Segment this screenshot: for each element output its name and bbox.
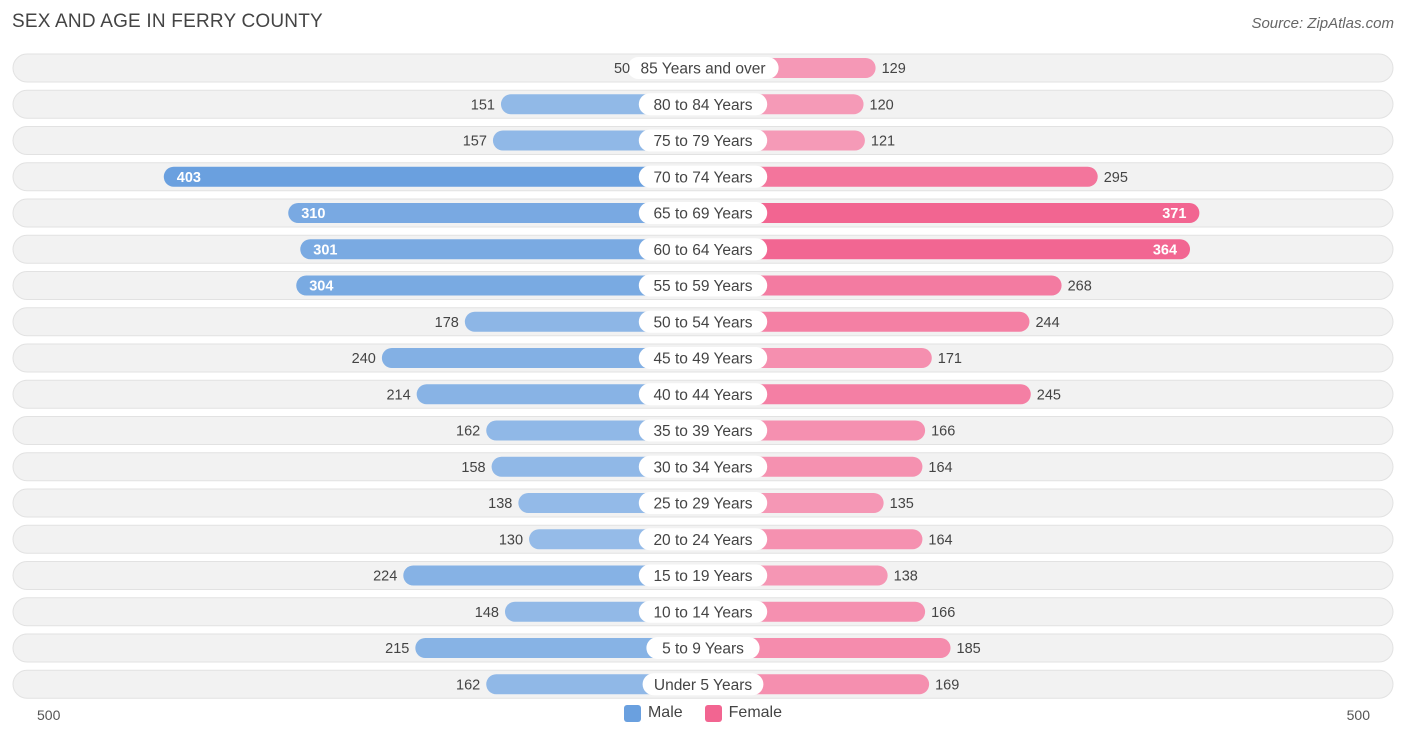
male-value-label: 310 — [301, 206, 325, 222]
female-bar — [703, 239, 1191, 260]
category-label-bg — [638, 202, 768, 224]
category-label-bg — [638, 310, 768, 333]
male-value-label: 178 — [435, 315, 459, 331]
legend-item-female[interactable]: Female — [704, 704, 783, 722]
male-bar — [300, 239, 703, 260]
male-value-label: 158 — [461, 460, 485, 476]
female-value-label: 245 — [1037, 387, 1061, 403]
male-value-label: 151 — [471, 97, 495, 113]
legend: Male Female — [0, 704, 1406, 722]
category-label: 70 to 74 Years — [653, 169, 752, 186]
category-label: 60 to 64 Years — [653, 242, 752, 259]
male-value-label: 304 — [309, 279, 333, 295]
category-label: 25 to 29 Years — [653, 496, 752, 513]
male-value-label: 301 — [313, 242, 337, 258]
male-value-label: 138 — [488, 496, 512, 512]
female-value-label: 295 — [1104, 170, 1128, 186]
female-value-label: 171 — [938, 351, 962, 367]
female-value-label: 185 — [957, 641, 981, 657]
category-label-bg — [638, 165, 768, 188]
category-label: 45 to 49 Years — [653, 351, 752, 368]
female-value-label: 166 — [931, 424, 955, 440]
legend-label-male: Male — [647, 704, 683, 721]
male-bar — [416, 384, 703, 405]
category-label-bg — [638, 238, 768, 261]
female-value-label: 138 — [894, 569, 918, 585]
male-value-label: 162 — [456, 677, 480, 693]
male-bar — [381, 348, 703, 368]
female-bar — [703, 275, 1062, 296]
category-label: 80 to 84 Years — [653, 97, 752, 114]
male-value-label: 403 — [177, 170, 201, 186]
category-label-bg — [638, 528, 768, 551]
category-label-bg — [638, 129, 768, 152]
male-bar — [296, 275, 703, 296]
female-bar — [703, 311, 1030, 332]
male-value-label: 224 — [373, 569, 397, 585]
female-bar — [703, 166, 1098, 187]
male-bar — [403, 565, 703, 586]
category-label-bg — [638, 347, 768, 369]
female-value-label: 244 — [1035, 315, 1059, 331]
female-bar — [703, 638, 951, 658]
female-value-label: 164 — [928, 532, 952, 548]
female-value-label: 268 — [1068, 279, 1092, 295]
category-label-bg — [638, 455, 768, 478]
population-pyramid-chart: 85 Years and over 50 129 80 to 84 Years 151 1… — [12, 53, 1394, 699]
female-value-label: 135 — [890, 496, 914, 512]
legend-swatch-male — [623, 704, 641, 722]
category-label: 65 to 69 Years — [653, 206, 752, 223]
category-label-bg — [642, 673, 764, 696]
male-value-label: 215 — [385, 641, 409, 657]
category-label-bg — [646, 637, 760, 659]
male-bar — [288, 203, 703, 223]
female-value-label: 364 — [1153, 242, 1177, 258]
female-value-label: 120 — [870, 97, 894, 113]
male-value-label: 148 — [475, 605, 499, 621]
male-value-label: 157 — [463, 134, 487, 150]
male-value-label: 214 — [386, 387, 410, 403]
axis-label-right: 500 — [1346, 707, 1370, 723]
chart-title: SEX AND AGE IN FERRY COUNTY — [12, 11, 323, 32]
category-label: 55 to 59 Years — [653, 278, 752, 295]
female-value-label: 164 — [928, 460, 952, 476]
female-bar — [703, 203, 1200, 223]
female-value-label: 371 — [1162, 206, 1186, 222]
category-label: 5 to 9 Years — [662, 641, 744, 658]
category-label: 50 to 54 Years — [653, 314, 752, 331]
male-bar — [163, 166, 703, 187]
category-label-bg — [638, 274, 768, 297]
female-value-label: 169 — [935, 677, 959, 693]
male-value-label: 130 — [499, 532, 523, 548]
category-label: 20 to 24 Years — [653, 532, 752, 549]
source-note: Source: ZipAtlas.com — [1251, 15, 1394, 32]
category-label: 30 to 34 Years — [653, 459, 752, 476]
category-label-bg — [638, 564, 768, 587]
female-value-label: 121 — [871, 134, 895, 150]
male-value-label: 240 — [352, 351, 376, 367]
category-label-bg — [627, 57, 779, 79]
legend-item-male[interactable]: Male — [623, 704, 683, 722]
legend-swatch-female — [704, 704, 722, 722]
category-label-bg — [638, 600, 768, 623]
male-value-label: 50 — [614, 61, 630, 77]
category-label: 85 Years and over — [641, 61, 766, 78]
category-label-bg — [638, 492, 768, 514]
category-label: 10 to 14 Years — [653, 604, 752, 621]
category-label-bg — [638, 93, 768, 116]
male-value-label: 162 — [456, 424, 480, 440]
female-bar — [703, 384, 1031, 405]
category-label: Under 5 Years — [654, 677, 752, 694]
legend-label-female: Female — [728, 704, 783, 721]
category-label-bg — [638, 383, 768, 406]
category-label-bg — [638, 419, 768, 442]
female-value-label: 129 — [882, 61, 906, 77]
male-bar — [415, 638, 703, 658]
category-label: 40 to 44 Years — [653, 387, 752, 404]
category-label: 75 to 79 Years — [653, 133, 752, 150]
category-label: 35 to 39 Years — [653, 423, 752, 440]
female-value-label: 166 — [931, 605, 955, 621]
axis-label-left: 500 — [37, 707, 61, 723]
category-label: 15 to 19 Years — [653, 568, 752, 585]
